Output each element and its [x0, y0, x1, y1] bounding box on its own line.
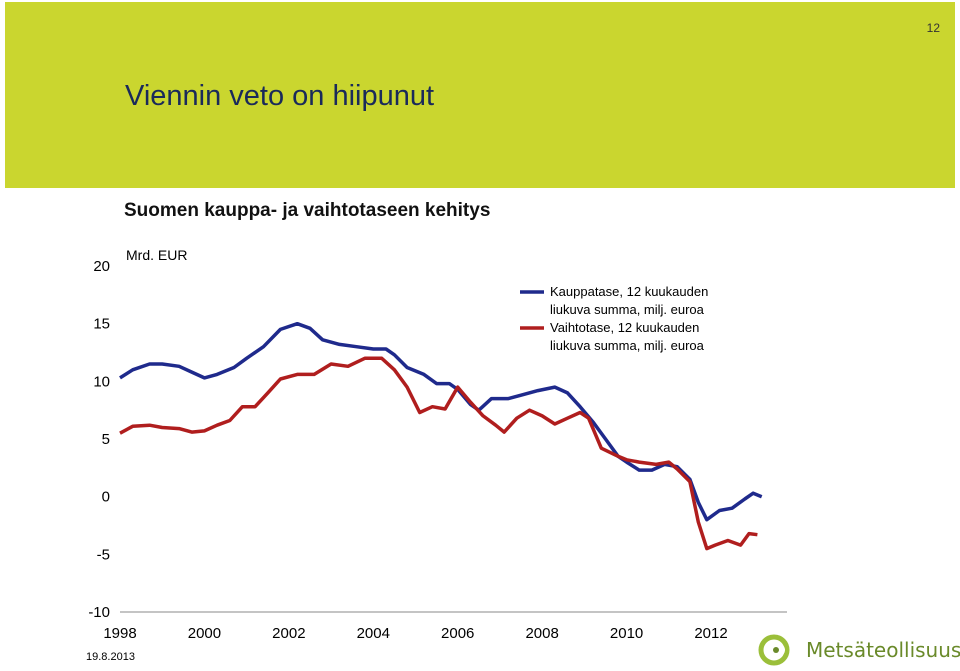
x-tick-label: 2012 [694, 625, 727, 642]
line-chart: 20 15 10 5 0 -5 -10 1998 2000 2002 2004 2006 2008 20… [88, 247, 787, 642]
series-layer [119, 321, 763, 551]
y-tick-label: 15 [93, 316, 110, 333]
x-tick-label: 2010 [610, 625, 643, 642]
slide-header [5, 2, 955, 188]
series-line-trade-balance [119, 321, 763, 522]
y-axis-ticks: 20 15 10 5 0 -5 -10 [88, 258, 110, 621]
x-tick-label: 2000 [188, 625, 221, 642]
y-tick-label: 10 [93, 373, 110, 390]
y-tick-label: 0 [102, 489, 110, 506]
x-tick-label: 2008 [525, 625, 558, 642]
x-tick-label: 1998 [103, 625, 136, 642]
page-number: 12 [926, 21, 940, 35]
y-tick-label: 20 [93, 258, 110, 275]
date-label: 19.8.2013 [86, 651, 135, 663]
series-line-current-account [119, 356, 758, 551]
company-logo: Metsäteollisuus [756, 633, 960, 666]
x-tick-label: 2002 [272, 625, 305, 642]
x-axis-ticks: 1998 2000 2002 2004 2006 2008 2010 2012 [103, 625, 727, 642]
y-unit-label: Mrd. EUR [126, 247, 187, 263]
slide-title: Viennin veto on hiipunut [125, 80, 435, 112]
x-tick-label: 2004 [357, 625, 390, 642]
y-tick-label: 5 [102, 431, 110, 448]
x-tick-label: 2006 [441, 625, 474, 642]
legend: Kauppatase, 12 kuukauden liukuva summa, m… [520, 284, 708, 353]
logo-text: Metsäteollisuus [806, 638, 960, 662]
y-tick-label: -5 [97, 546, 110, 563]
chart-title: Suomen kauppa- ja vaihtotaseen kehitys [124, 200, 491, 221]
legend-label: Kauppatase, 12 kuukauden liukuva summa, m… [550, 284, 708, 317]
logo-icon [758, 634, 790, 666]
legend-label: Vaihtotase, 12 kuukauden liukuva summa, m… [550, 320, 705, 353]
y-tick-label: -10 [88, 604, 110, 621]
